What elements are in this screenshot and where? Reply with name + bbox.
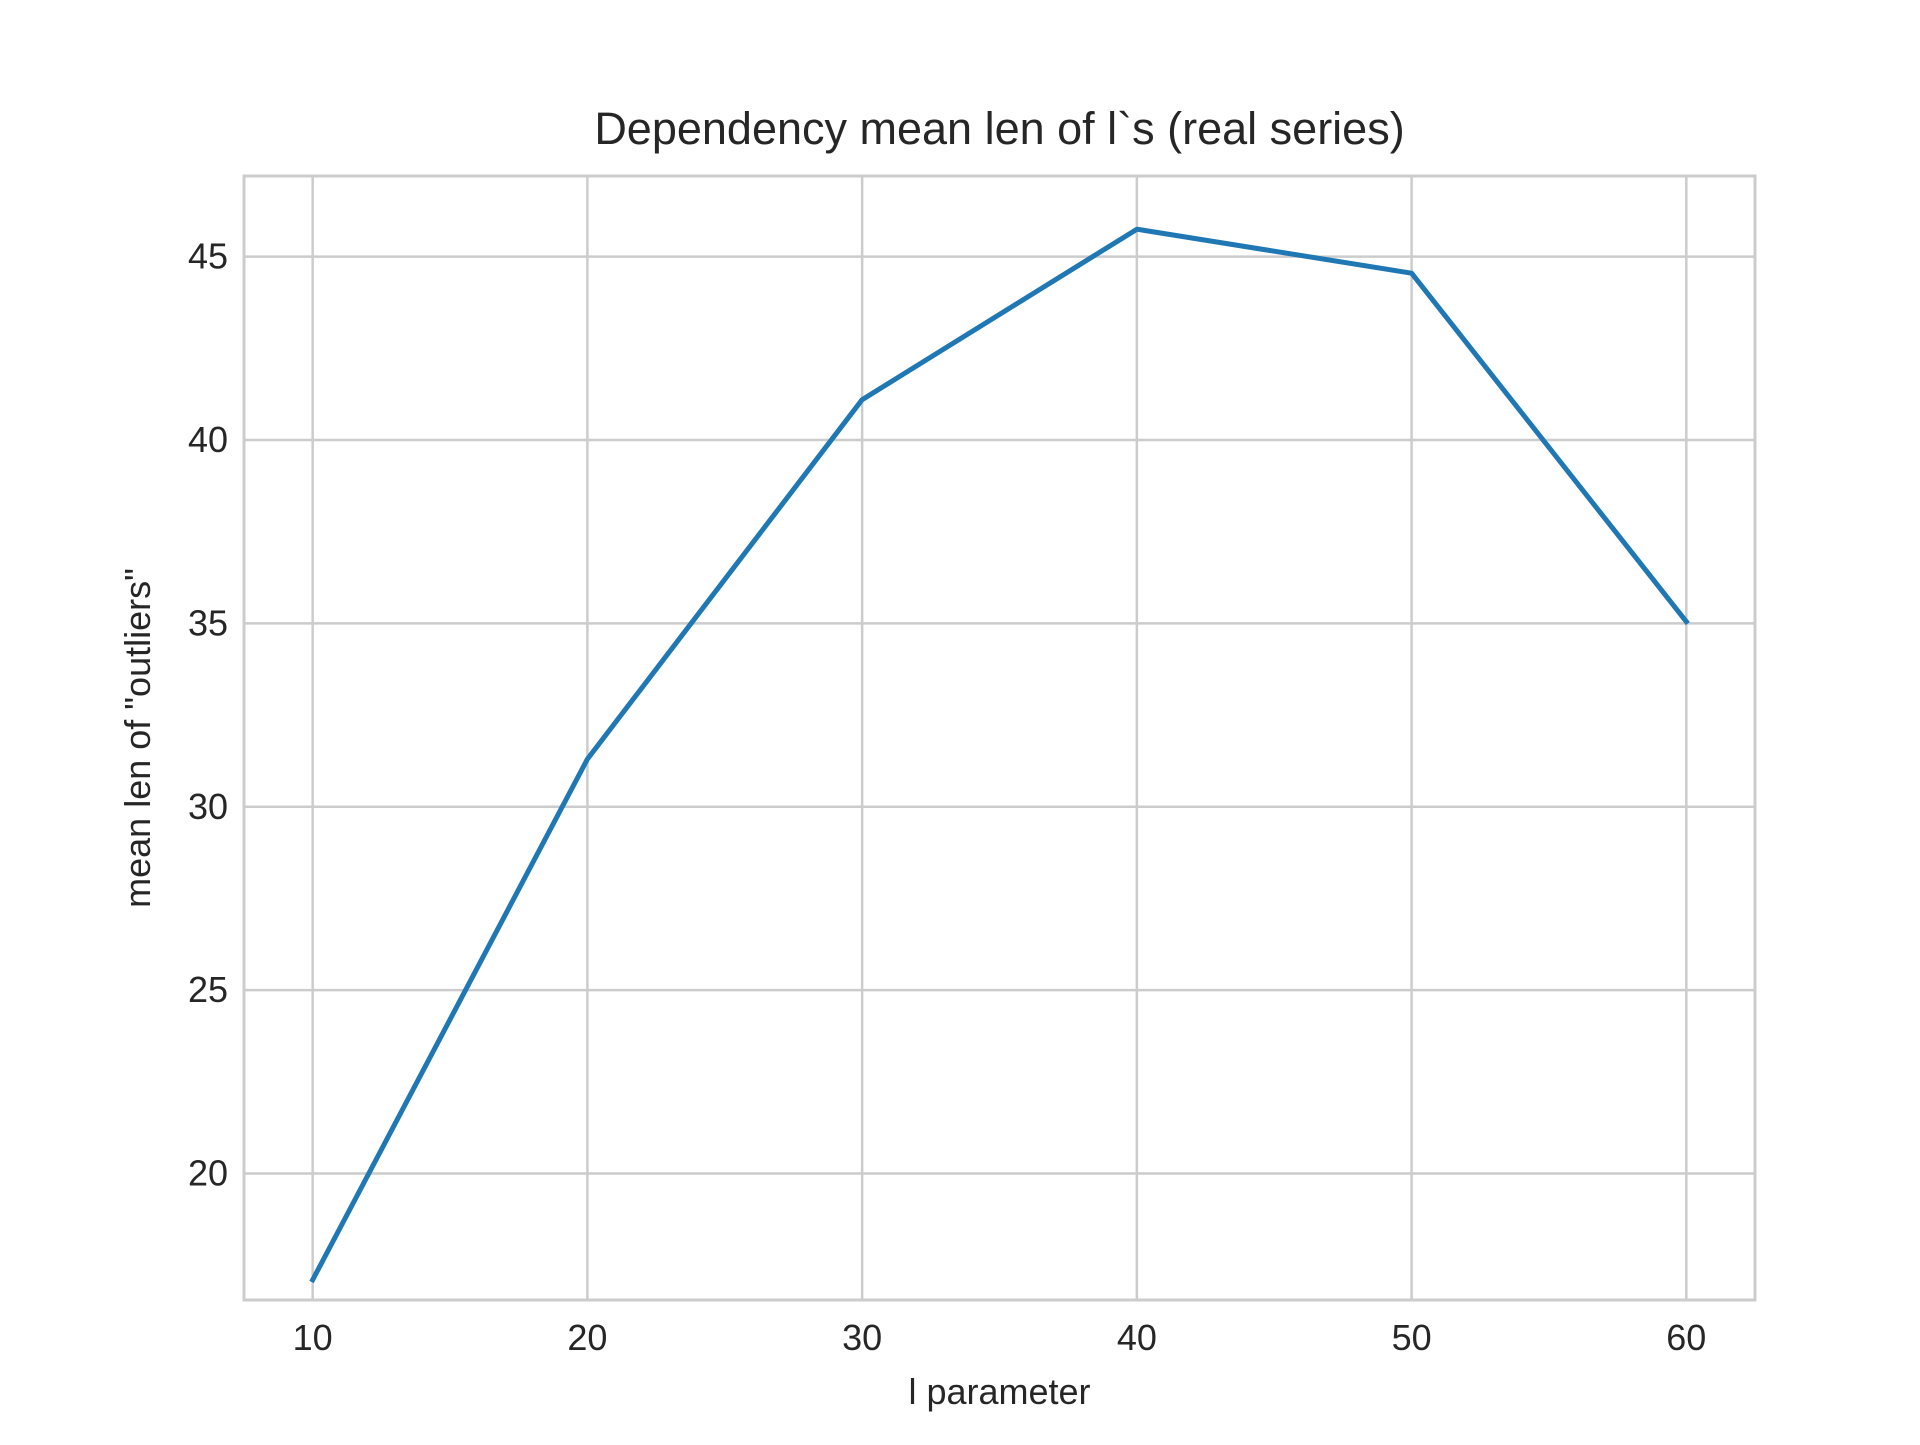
series-line [309,226,1690,1284]
y-tick-label: 25 [188,969,228,1010]
y-tick-label: 40 [188,419,228,460]
x-tick-label: 20 [567,1317,607,1358]
grid-lines [244,176,1755,1300]
x-tick-label: 40 [1117,1317,1157,1358]
chart-title: Dependency mean len of l`s (real series) [594,103,1404,154]
plot-frame [242,174,1757,1302]
x-tick-label: 10 [293,1317,333,1358]
x-tick-label: 30 [842,1317,882,1358]
y-tick-label: 20 [188,1152,228,1193]
x-tick-label: 60 [1666,1317,1706,1358]
y-tick-label: 45 [188,236,228,277]
x-axis-title: l parameter [908,1371,1090,1412]
y-axis-title: mean len of "outliers" [117,568,158,908]
y-tick-label: 30 [188,786,228,827]
y-tick-label: 35 [188,602,228,643]
x-tick-label: 50 [1392,1317,1432,1358]
series-layer [309,226,1690,1284]
tick-labels: 10 20 30 40 50 60 20 25 30 35 40 45 [188,236,1706,1358]
